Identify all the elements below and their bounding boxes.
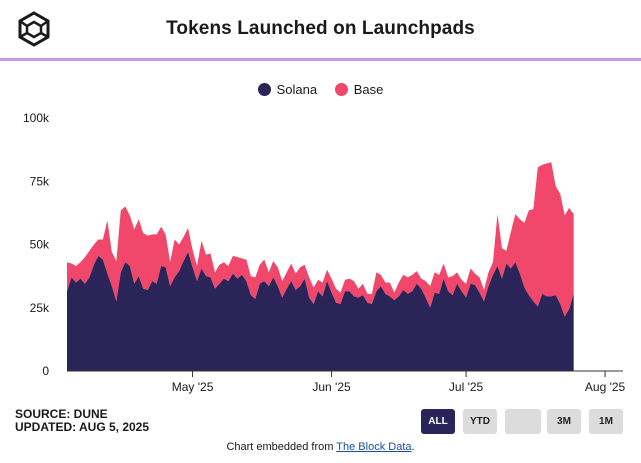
y-tick-label: 25k <box>30 301 50 315</box>
x-tick-label: Aug '25 <box>585 380 626 394</box>
the-block-logo-icon[interactable] <box>14 9 54 49</box>
legend-label-solana: Solana <box>276 82 318 97</box>
source-note: SOURCE: DUNE UPDATED: AUG 5, 2025 <box>15 408 149 434</box>
range-button-1m[interactable]: 1M <box>589 409 623 434</box>
embed-prefix: Chart embedded from <box>226 441 337 453</box>
updated-text: UPDATED: AUG 5, 2025 <box>15 420 150 434</box>
series-area-solana <box>67 252 574 371</box>
legend: Solana Base <box>0 82 641 99</box>
range-button-ytd[interactable]: YTD <box>463 409 497 434</box>
embed-note: Chart embedded from The Block Data. <box>0 441 641 453</box>
range-button-3m[interactable]: 3M <box>547 409 581 434</box>
embed-suffix: . <box>411 441 415 453</box>
legend-swatch-solana <box>257 83 271 96</box>
source-text: SOURCE: DUNE <box>15 407 108 421</box>
y-tick-label: 100k <box>23 111 50 125</box>
range-button-blank[interactable] <box>505 409 541 434</box>
x-tick-label: Jul '25 <box>449 380 484 394</box>
header-divider <box>0 58 641 61</box>
x-tick-label: May '25 <box>172 380 214 394</box>
y-tick-label: 0 <box>42 364 49 378</box>
y-tick-label: 75k <box>30 174 50 188</box>
legend-item-solana[interactable]: Solana <box>257 82 318 97</box>
x-tick-label: Jun '25 <box>312 380 351 394</box>
range-button-all[interactable]: ALL <box>421 409 455 434</box>
stacked-area-chart: 0 25k 50k 75k 100k May '25 Jun '25 Jul '25 Aug '… <box>23 111 626 394</box>
series-area-base <box>67 162 574 317</box>
legend-item-base[interactable]: Base <box>334 82 384 97</box>
header: Tokens Launched on Launchpads <box>0 0 641 58</box>
chart-title: Tokens Launched on Launchpads <box>166 18 475 39</box>
y-tick-label: 50k <box>30 238 50 252</box>
legend-swatch-base <box>334 83 348 96</box>
the-block-data-link[interactable]: The Block Data <box>336 441 412 453</box>
legend-label-base: Base <box>353 82 384 97</box>
